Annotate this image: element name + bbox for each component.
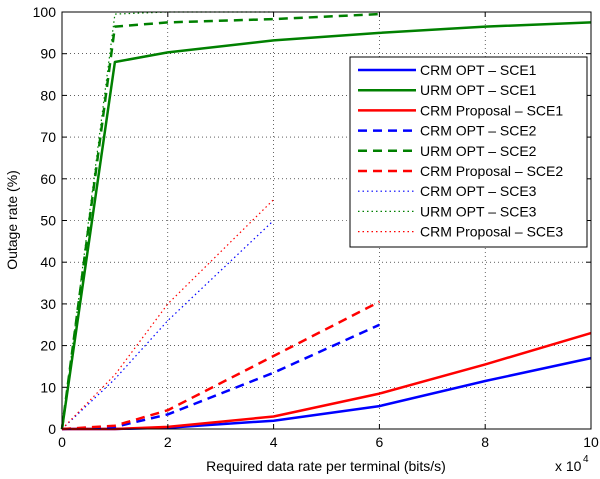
series-line	[61, 300, 380, 431]
legend-entry: CRM OPT – SCE3	[420, 183, 537, 199]
x-tick-label: 2	[164, 434, 172, 450]
legend: CRM OPT – SCE1 URM OPT – SCE1 CRM Proposal…	[349, 56, 588, 248]
y-tick-label: 50	[40, 213, 56, 229]
y-tick-label: 80	[40, 87, 56, 103]
x-multiplier-exponent: 4	[583, 454, 589, 465]
y-tick-label: 0	[48, 421, 56, 437]
legend-entry: URM OPT – SCE1	[420, 82, 537, 98]
legend-entry: CRM Proposal – SCE3	[420, 224, 563, 240]
series-line	[61, 220, 275, 430]
series-line	[60, 12, 380, 430]
x-axis-label: Required data rate per terminal (bits/s)	[206, 458, 446, 474]
legend-entry: CRM OPT – SCE1	[420, 62, 537, 78]
x-tick-label: 0	[58, 434, 66, 450]
y-tick-label: 20	[40, 338, 56, 354]
y-tick-label: 30	[40, 296, 56, 312]
legend-entry: CRM OPT – SCE2	[420, 123, 537, 139]
y-tick-label: 90	[40, 46, 56, 62]
legend-entry: URM OPT – SCE2	[420, 143, 537, 159]
x-tick-label: 4	[270, 434, 278, 450]
x-tick-label: 6	[376, 434, 384, 450]
y-tick-label: 100	[33, 4, 57, 20]
series-line	[60, 21, 592, 430]
y-axis-label: Outage rate (%)	[4, 170, 20, 270]
x-multiplier-base: x 10	[555, 458, 582, 474]
y-tick-label: 60	[40, 171, 56, 187]
y-tick-label: 70	[40, 129, 56, 145]
x-axis-multiplier: x 10 4	[555, 454, 589, 474]
x-tick-label: 10	[583, 434, 599, 450]
legend-entry: CRM Proposal – SCE2	[420, 163, 563, 179]
legend-entry: CRM Proposal – SCE1	[420, 102, 563, 118]
y-tick-label: 40	[40, 254, 56, 270]
y-tick-label: 10	[40, 379, 56, 395]
legend-entry: URM OPT – SCE3	[420, 203, 537, 219]
x-tick-label: 8	[481, 434, 489, 450]
